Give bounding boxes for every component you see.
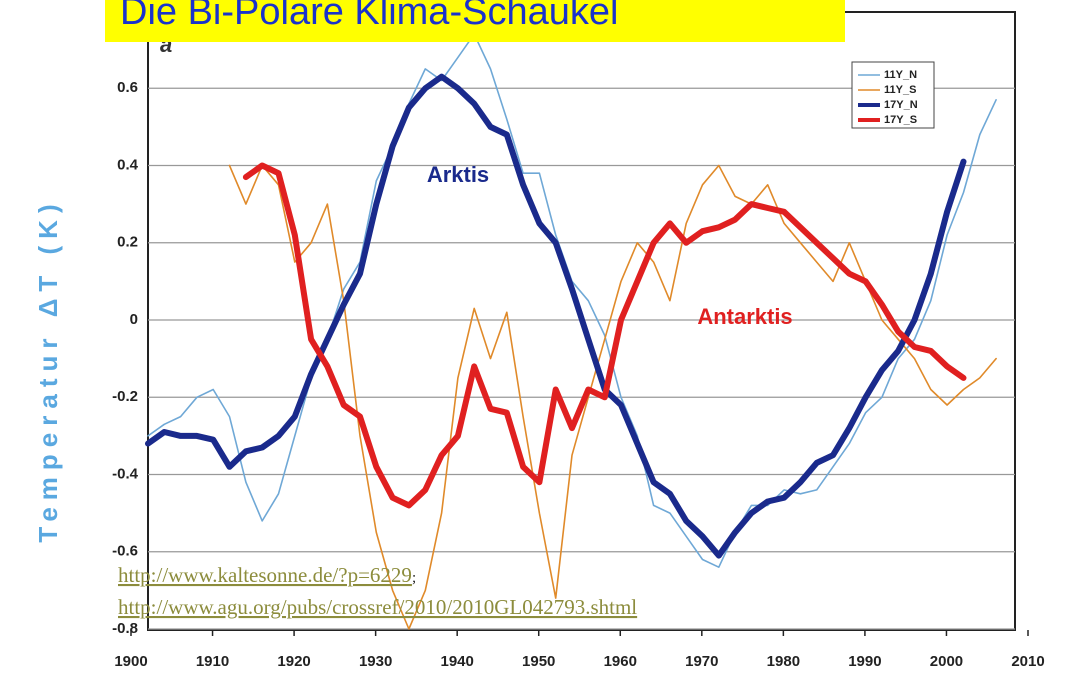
y-tick-label: 0.4 bbox=[117, 156, 139, 173]
x-tick-label: 1940 bbox=[440, 653, 473, 670]
y-tick-label: 0 bbox=[130, 311, 138, 328]
legend-box bbox=[851, 61, 935, 129]
x-tick-label: 1970 bbox=[685, 653, 718, 670]
x-tick-label: 1960 bbox=[604, 653, 637, 670]
link: http://www.kaltesonne.de/?p=6229; bbox=[118, 563, 416, 587]
y-tick-label: -0.2 bbox=[112, 388, 138, 405]
annotation: Antarktis bbox=[697, 304, 792, 329]
legend-label: 17Y_N bbox=[884, 99, 918, 111]
x-tick-label: 1990 bbox=[848, 653, 881, 670]
legend-label: 11Y_N bbox=[884, 69, 917, 81]
chart-title: Die Bi-Polare Klima-Schaukel bbox=[120, 0, 618, 33]
y-tick-label: 0.6 bbox=[117, 79, 138, 96]
link: http://www.agu.org/pubs/crossref/2010/20… bbox=[118, 595, 637, 619]
x-tick-label: 1980 bbox=[767, 653, 800, 670]
y-tick-label: -0.6 bbox=[112, 543, 138, 560]
legend-label: 17Y_S bbox=[884, 114, 917, 126]
x-tick-label: 2000 bbox=[930, 653, 963, 670]
x-tick-label: 1950 bbox=[522, 653, 555, 670]
series-line bbox=[145, 73, 967, 559]
x-tick-label: 1920 bbox=[277, 653, 310, 670]
y-tick-label: 0.2 bbox=[117, 234, 138, 251]
y-axis-label: Temperatur ΔT (K) bbox=[33, 197, 63, 542]
x-tick-label: 1900 bbox=[114, 653, 147, 670]
x-tick-label: 1930 bbox=[359, 653, 392, 670]
y-tick-label: -0.4 bbox=[112, 465, 139, 482]
annotation: Arktis bbox=[427, 162, 489, 187]
link-separator: ; bbox=[412, 570, 416, 586]
x-tick-label: 2010 bbox=[1011, 653, 1044, 670]
link-text: http://www.kaltesonne.de/?p=6229 bbox=[118, 563, 412, 587]
title-box bbox=[105, 0, 845, 42]
y-tick-label: -0.8 bbox=[112, 620, 138, 637]
series-line bbox=[242, 162, 967, 509]
legend-label: 11Y_S bbox=[884, 84, 916, 96]
x-tick-label: 1910 bbox=[196, 653, 229, 670]
